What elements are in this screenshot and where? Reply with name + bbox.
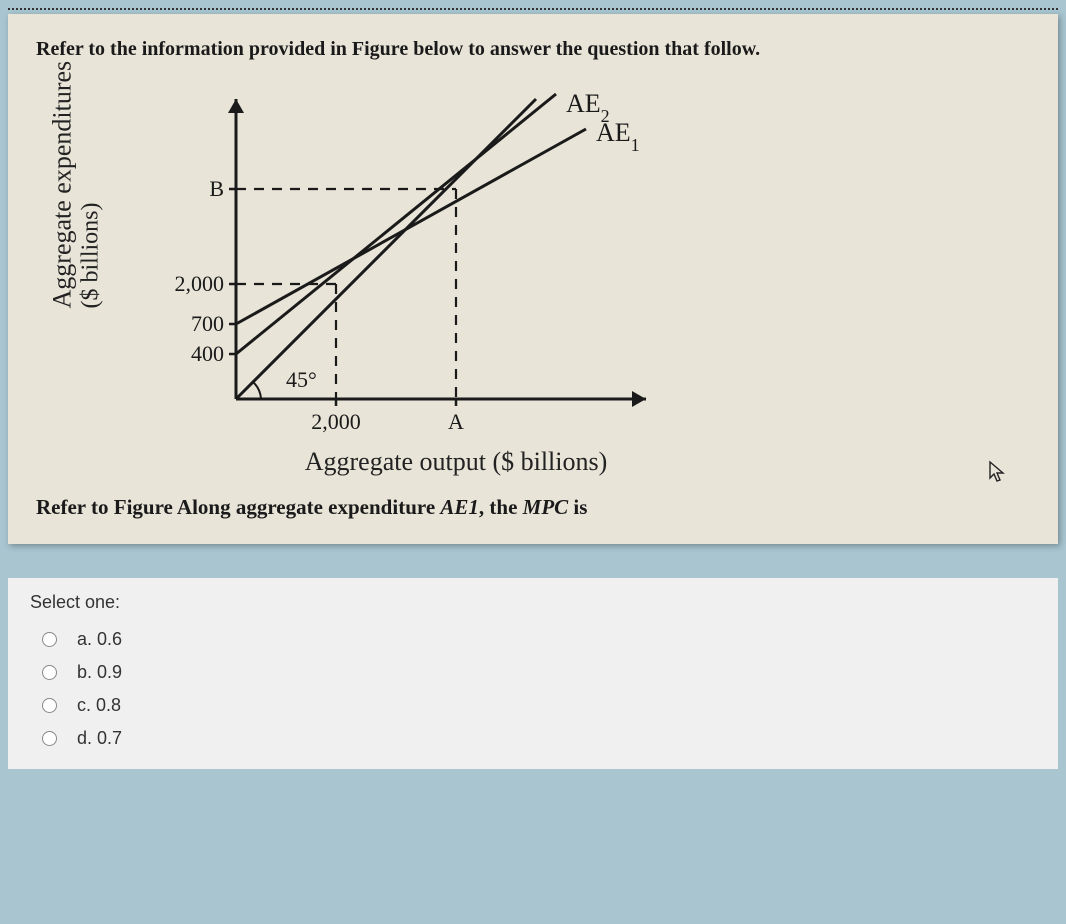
answer-option[interactable]: a. 0.6 <box>30 623 1036 656</box>
radio-icon[interactable] <box>42 698 57 713</box>
y-axis-label: Aggregate expenditures ($ billions) <box>49 248 104 308</box>
radio-icon[interactable] <box>42 665 57 680</box>
svg-text:45°: 45° <box>286 367 317 392</box>
svg-text:700: 700 <box>191 311 224 336</box>
figure: Aggregate expenditures ($ billions) B 2,0… <box>46 79 1030 477</box>
svg-text:B: B <box>209 176 224 201</box>
chart-svg: B2,0007004002,000A45°AE2AE1 <box>116 79 676 439</box>
svg-text:400: 400 <box>191 341 224 366</box>
question-box: Refer to the information provided in Fig… <box>8 14 1058 544</box>
radio-icon[interactable] <box>42 632 57 647</box>
answer-block: Select one: a. 0.6 b. 0.9 c. 0.8 d. 0.7 <box>8 578 1058 769</box>
answer-option[interactable]: d. 0.7 <box>30 722 1036 755</box>
x-axis-label: Aggregate output ($ billions) <box>236 447 676 477</box>
option-label: c. 0.8 <box>77 695 121 716</box>
chart: B2,0007004002,000A45°AE2AE1 Aggregate ou… <box>116 79 676 477</box>
intro-text: Refer to the information provided in Fig… <box>36 38 1030 61</box>
option-label: b. 0.9 <box>77 662 122 683</box>
svg-text:AE1: AE1 <box>596 118 640 155</box>
select-one-label: Select one: <box>30 592 1036 613</box>
radio-icon[interactable] <box>42 731 57 746</box>
answer-option[interactable]: c. 0.8 <box>30 689 1036 722</box>
svg-text:2,000: 2,000 <box>175 271 225 296</box>
option-label: a. 0.6 <box>77 629 122 650</box>
answer-option[interactable]: b. 0.9 <box>30 656 1036 689</box>
cursor-icon <box>988 460 1008 490</box>
svg-text:2,000: 2,000 <box>311 409 361 434</box>
option-label: d. 0.7 <box>77 728 122 749</box>
svg-text:A: A <box>448 409 464 434</box>
question-text: Refer to Figure Along aggregate expendit… <box>36 495 1030 520</box>
